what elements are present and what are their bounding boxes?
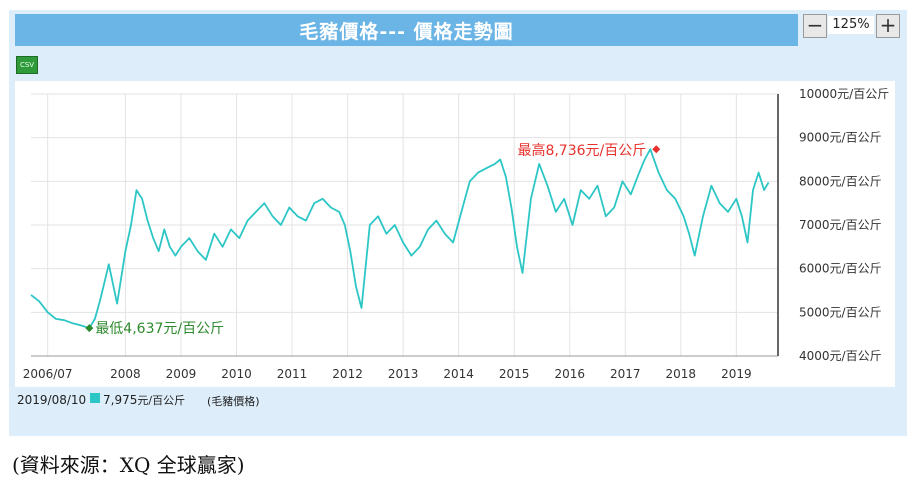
zoom-out-button[interactable]: − (803, 14, 827, 38)
chart-title: 毛豬價格--- 價格走勢圖 (15, 14, 798, 46)
footer-date: 2019/08/10 (17, 393, 87, 407)
low-label: 最低4,637元/百公斤 (95, 321, 224, 337)
x-tick-label: 2017 (610, 367, 641, 381)
source-caption: (資料來源：XQ 全球贏家) (12, 453, 245, 477)
y-tick-label: 4000元/百公斤 (799, 349, 882, 363)
footer-price: 7,975 (103, 393, 138, 407)
zoom-level-display: 125% (828, 16, 874, 34)
x-tick-label: 2014 (443, 367, 474, 381)
y-tick-label: 7000元/百公斤 (799, 218, 882, 232)
y-tick-label: 8000元/百公斤 (799, 174, 882, 188)
x-tick-label: 2009 (166, 367, 197, 381)
low-marker (85, 324, 94, 333)
y-tick-label: 5000元/百公斤 (799, 305, 882, 319)
x-tick-label: 2008 (110, 367, 141, 381)
plot-area: 4000元/百公斤 5000元/百公斤 6000元/百公斤 7000元/百公斤 8000… (15, 81, 895, 387)
footer-unit: 元/百公斤 (137, 394, 186, 407)
x-tick-label: 2018 (666, 367, 697, 381)
high-label: 最高8,736元/百公斤 (517, 142, 646, 159)
x-tick-label: 2019 (721, 367, 752, 381)
x-tick-label: 2006/07 (23, 367, 73, 381)
price-line (30, 148, 770, 330)
zoom-in-button[interactable]: + (876, 14, 900, 38)
x-tick-label: 2015 (499, 367, 530, 381)
price-chart: 4000元/百公斤 5000元/百公斤 6000元/百公斤 7000元/百公斤 8000… (23, 87, 889, 381)
x-tick-label: 2011 (277, 367, 308, 381)
y-tick-label: 10000元/百公斤 (799, 87, 889, 101)
x-tick-label: 2010 (221, 367, 252, 381)
y-tick-label: 6000元/百公斤 (799, 262, 882, 276)
high-marker (652, 145, 661, 154)
x-tick-label: 2012 (332, 367, 363, 381)
legend-swatch (90, 393, 100, 403)
footer-value: 7,975元/百公斤 (103, 392, 185, 408)
csv-export-button[interactable]: CSV (16, 56, 38, 74)
x-tick-label: 2016 (554, 367, 585, 381)
y-tick-label: 9000元/百公斤 (799, 131, 882, 145)
x-tick-label: 2013 (388, 367, 419, 381)
footer-series-name: (毛豬價格) (207, 395, 260, 408)
